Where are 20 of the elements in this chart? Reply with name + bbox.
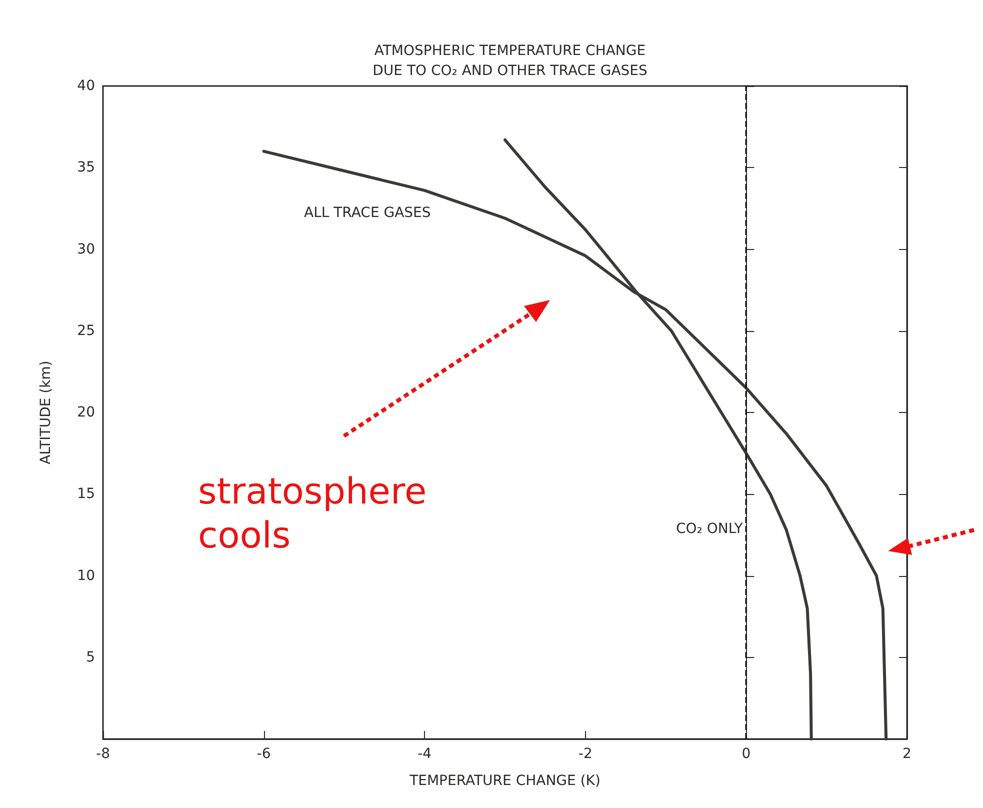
x-tick-label: -6 <box>256 746 271 762</box>
text: CO₂ ONLY <box>676 521 744 537</box>
y-tick-label: 20 <box>77 404 95 420</box>
y-tick-label: 40 <box>77 78 95 94</box>
x-tick-label: -4 <box>418 746 432 762</box>
y-tick-label: 35 <box>77 160 95 176</box>
x-tick-label: -8 <box>96 746 110 762</box>
y-tick-label: 25 <box>77 322 95 339</box>
x-tick-label: 0 <box>742 746 751 762</box>
y-axis-title: ALTITUDE (km) <box>38 360 54 464</box>
x-axis-title: TEMPERATURE CHANGE (K) <box>408 773 600 789</box>
y-tick-label: 5 <box>86 649 95 666</box>
y-tick-label: 30 <box>77 241 95 258</box>
chart-title: ATMOSPHERIC TEMPERATURE CHANGE DUE TO CO₂ AND OTHER TRACE GASES <box>372 43 648 79</box>
annotation: stratosphere cools <box>198 472 427 556</box>
series-label: ALL TRACE GASES <box>304 205 431 221</box>
y-tick-label: 10 <box>77 568 95 584</box>
x-tick-label: -2 <box>578 746 592 762</box>
y-tick-label: 15 <box>77 486 95 502</box>
x-tick-label: 2 <box>902 746 912 762</box>
